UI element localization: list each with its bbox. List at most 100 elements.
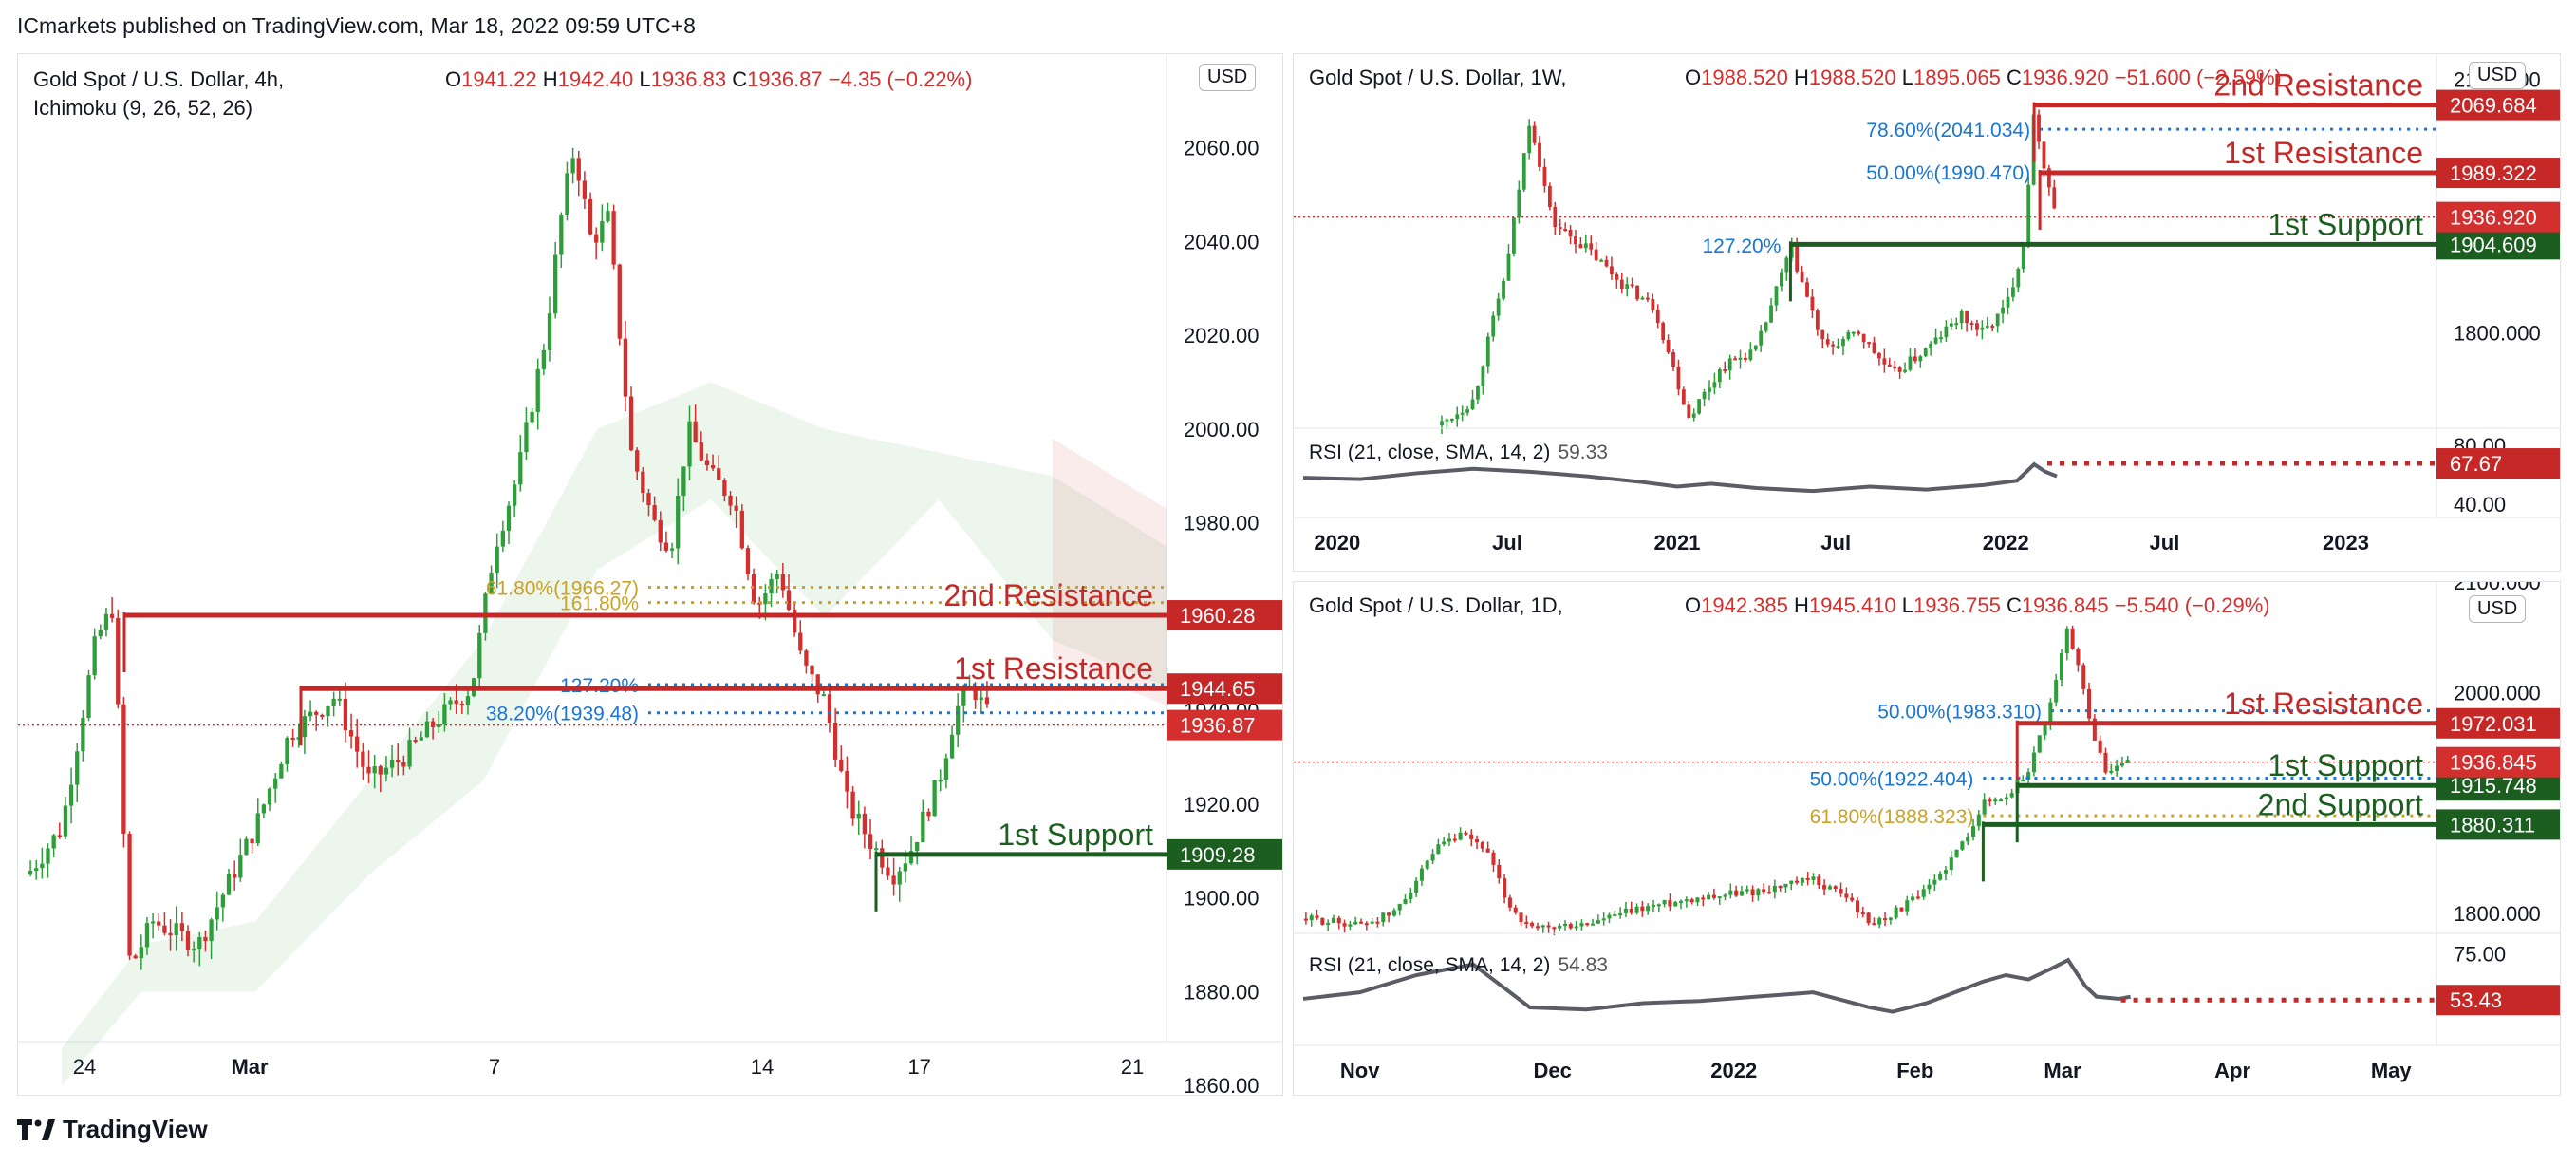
candle-body	[34, 868, 39, 871]
candle-body	[1455, 414, 1460, 419]
candle-body	[1723, 894, 1727, 897]
currency-button[interactable]: USD	[2469, 62, 2527, 89]
candle-body	[1872, 342, 1876, 353]
candle-body	[903, 863, 908, 872]
candle-body	[314, 711, 319, 715]
x-tick-label: 24	[73, 1055, 96, 1079]
candle-body	[1860, 912, 1865, 915]
candle-body	[40, 863, 45, 869]
candle-body	[68, 784, 74, 806]
candle-body	[448, 700, 453, 705]
candle-body	[1784, 257, 1789, 273]
candle-body	[1990, 325, 1995, 328]
candle-body	[1883, 918, 1888, 921]
candle-body	[1469, 834, 1474, 839]
candle-body	[1524, 921, 1529, 924]
candle-body	[1774, 286, 1779, 306]
y-tick-label: 1880.00	[1184, 980, 1260, 1004]
candle-body	[465, 696, 471, 705]
candle-body	[1634, 906, 1639, 913]
candle-body	[1442, 841, 1447, 845]
candle-body	[1530, 922, 1535, 927]
chart-canvas-1d[interactable]: 2100.000 2000.000 1800.000 Nov Dec 2022 Feb Mar…	[1294, 582, 2560, 1095]
x-tick-label: 2022	[1983, 531, 2029, 555]
candle-body	[1320, 918, 1325, 925]
candle-body	[1604, 259, 1609, 267]
candle-body	[524, 422, 529, 453]
chart-canvas-1w[interactable]: 2100.0001800.0002020Jul2021Jul2022Jul202…	[1294, 54, 2560, 571]
candle-body	[1905, 900, 1910, 912]
candle-body	[832, 722, 838, 760]
candle-body	[1691, 413, 1696, 418]
level-price-text: 1915.748	[2450, 774, 2537, 798]
chart-pane-4h[interactable]: 2060.00 2040.00 2020.00 2000.00 1980.00 1960.…	[17, 53, 1283, 1096]
candle-body	[775, 574, 779, 580]
candle-body	[611, 211, 616, 265]
candle-body	[908, 851, 914, 864]
currency-button[interactable]: USD	[2469, 595, 2527, 623]
candle-body	[926, 811, 931, 817]
candle-body	[1805, 282, 1809, 297]
candle-body	[1738, 357, 1743, 360]
candle-body	[2042, 141, 2046, 169]
level-label: 1st Resistance	[2224, 686, 2423, 721]
candle-body	[2098, 740, 2102, 753]
candle-body	[2119, 763, 2124, 766]
chart-pane-1w[interactable]: 2100.0001800.0002020Jul2021Jul2022Jul202…	[1293, 53, 2561, 572]
candle-body	[2081, 665, 2086, 689]
candle-body	[810, 665, 814, 675]
x-tick-label: Jul	[2150, 531, 2180, 555]
rsi-label: RSI (21, close, SMA, 14, 2) 54.83	[1309, 954, 1608, 976]
rsi-level-badge	[2436, 448, 2560, 480]
candle-body	[98, 630, 103, 637]
candle-body	[1723, 368, 1727, 371]
candle-body	[921, 811, 925, 842]
ohlc-readout: O1941.22 H1942.40 L1936.83 C1936.87 −4.3…	[445, 67, 973, 91]
candle-body	[1744, 357, 1747, 361]
candle-body	[127, 833, 132, 956]
chart-pane-1d[interactable]: 2100.000 2000.000 1800.000 Nov Dec 2022 Feb Mar…	[1293, 581, 2561, 1096]
candle-body	[2115, 765, 2119, 771]
candle-body	[86, 675, 91, 718]
candle-body	[938, 780, 943, 782]
level-label: 1st Support	[2268, 748, 2423, 782]
candle-body	[1574, 236, 1577, 245]
candle-body	[1326, 923, 1331, 926]
candle-body	[559, 215, 564, 255]
currency-button[interactable]: USD	[1199, 64, 1257, 91]
candle-body	[1887, 364, 1892, 367]
ohlc-readout: O1988.520 H1988.520 L1895.065 C1936.920 …	[1685, 66, 2282, 89]
candle-body	[932, 780, 937, 817]
candle-body	[430, 721, 436, 727]
level-price-text: 2069.684	[2450, 94, 2537, 118]
level-price-badge	[1167, 838, 1282, 870]
candle-body	[704, 460, 710, 465]
candle-body	[442, 704, 447, 724]
candle-body	[1697, 399, 1702, 414]
candle-body	[1836, 346, 1840, 348]
candle-body	[1877, 918, 1882, 925]
level-label: 1st Support	[998, 818, 1153, 852]
footer-brand[interactable]: TradingView	[17, 1115, 208, 1144]
candle-body	[1827, 886, 1832, 890]
candle-body	[880, 848, 885, 868]
candle-body	[1476, 386, 1480, 400]
candle-body	[1702, 391, 1707, 400]
current-price-text: 1936.87	[1180, 714, 1256, 738]
candle-body	[1932, 879, 1937, 885]
rsi-line	[1302, 957, 2131, 1014]
ohlc-readout: O1942.385 H1945.410 L1936.755 C1936.845 …	[1685, 593, 2270, 617]
chart-canvas-4h[interactable]: 2060.00 2040.00 2020.00 2000.00 1980.00 1960.…	[18, 54, 1282, 1095]
candle-body	[1532, 125, 1537, 143]
candle-body	[553, 254, 558, 314]
candle-body	[2011, 287, 2015, 297]
candle-body	[1707, 894, 1711, 900]
candle-body	[1673, 902, 1678, 907]
candle-body	[1601, 918, 1606, 921]
fib-level-label: 61.80%(1888.323)	[1810, 806, 1974, 828]
level-price-text: 1972.031	[2450, 712, 2537, 736]
candle-body	[763, 593, 768, 605]
candle-body	[600, 221, 605, 243]
candle-body	[255, 813, 260, 844]
candle-body	[2037, 114, 2041, 142]
